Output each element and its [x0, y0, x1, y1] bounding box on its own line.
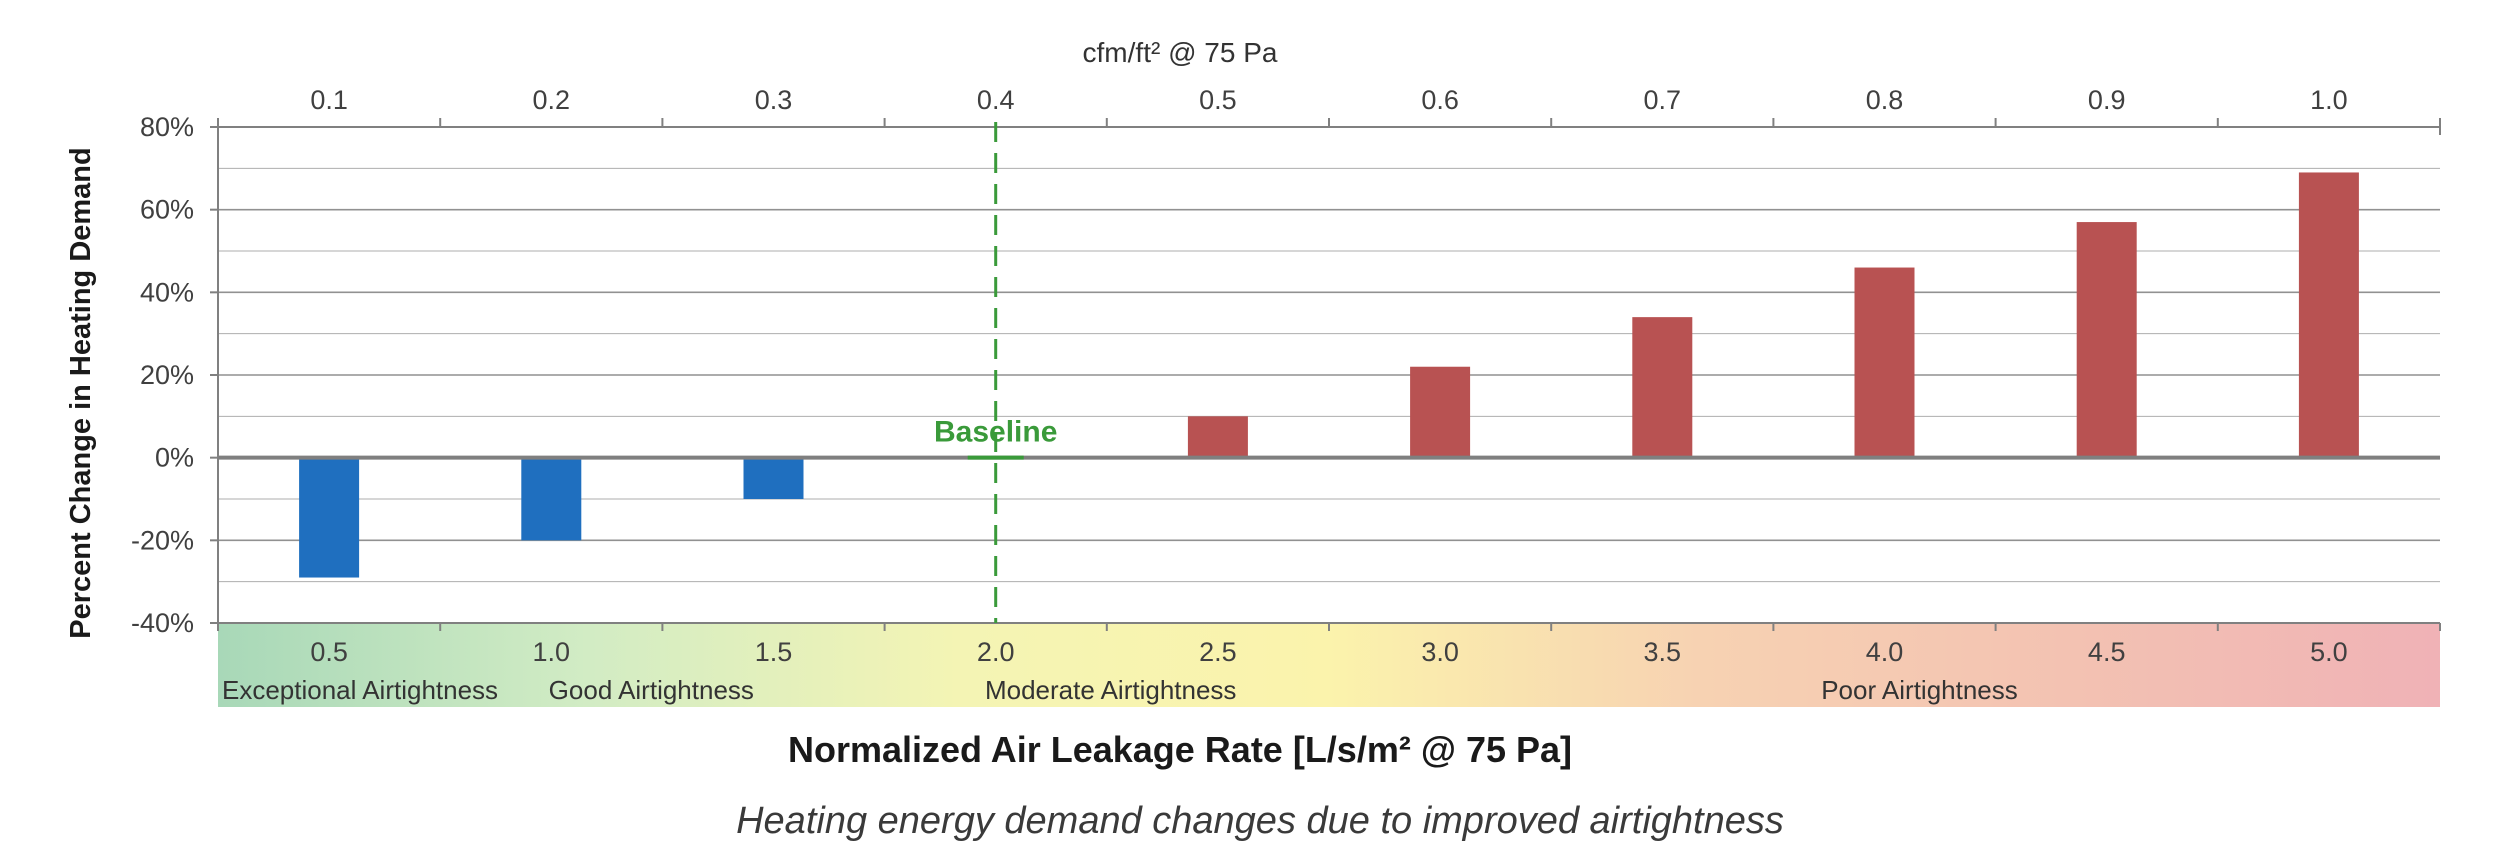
- x-tick-label: 4.5: [2088, 637, 2126, 667]
- top-tick-label: 0.7: [1644, 85, 1682, 115]
- gridlines: [218, 126, 2440, 624]
- x-tick-label: 0.5: [310, 637, 348, 667]
- airtightness-band-layer: [218, 623, 2440, 707]
- top-tick-label: 0.3: [755, 85, 793, 115]
- x-tick-label: 2.0: [977, 637, 1015, 667]
- y-axis-title: Percent Change in Heating Demand: [65, 147, 97, 639]
- y-tick-label: 60%: [140, 195, 194, 225]
- bar-4.5: [2076, 222, 2137, 458]
- bar-4.0: [1854, 267, 1915, 458]
- y-tick-label: 0%: [155, 443, 194, 473]
- x-tick-label: 2.5: [1199, 637, 1237, 667]
- top-tick-label: 0.8: [1866, 85, 1904, 115]
- x-tick-label: 1.0: [533, 637, 571, 667]
- band-label: Poor Airtightness: [1821, 675, 2018, 705]
- top-tick-label: 0.4: [977, 85, 1015, 115]
- x-tick-label: 3.5: [1644, 637, 1682, 667]
- band-label: Moderate Airtightness: [985, 675, 1236, 705]
- y-tick-label: 20%: [140, 360, 194, 390]
- bar-0.5: [299, 457, 360, 578]
- bar-3.0: [1410, 366, 1471, 458]
- band-label: Exceptional Airtightness: [222, 675, 498, 705]
- axes: [210, 118, 2441, 631]
- y-tick-label: -40%: [131, 608, 194, 638]
- top-tick-label: 0.9: [2088, 85, 2126, 115]
- bar-5.0: [2298, 172, 2359, 458]
- x-tick-label: 1.5: [755, 637, 793, 667]
- top-tick-label: 1.0: [2310, 85, 2348, 115]
- y-tick-label: -20%: [131, 525, 194, 555]
- x-axis-title: Normalized Air Leakage Rate [L/s/m² @ 75…: [788, 729, 1572, 770]
- airtightness-band: [218, 623, 2440, 707]
- y-tick-label: 80%: [140, 112, 194, 142]
- top-axis-title: cfm/ft² @ 75 Pa: [1083, 37, 1278, 68]
- top-tick-label: 0.2: [533, 85, 571, 115]
- top-tick-label: 0.1: [310, 85, 348, 115]
- bar-3.5: [1632, 317, 1693, 458]
- baseline-label: Baseline: [934, 416, 1057, 449]
- y-tick-label: 40%: [140, 277, 194, 307]
- x-tick-label: 3.0: [1421, 637, 1459, 667]
- x-tick-label: 5.0: [2310, 637, 2348, 667]
- bars: [299, 172, 2359, 578]
- labels: -40% -20% 0% 20% 40% 60% 80% 0.1 0.2 0.3 0.4 0.5 0.6…: [131, 85, 2348, 705]
- bar-2.5: [1187, 416, 1248, 458]
- top-tick-label: 0.6: [1421, 85, 1459, 115]
- band-label: Good Airtightness: [549, 675, 754, 705]
- bar-1.0: [521, 457, 582, 541]
- top-tick-label: 0.5: [1199, 85, 1237, 115]
- x-tick-label: 4.0: [1866, 637, 1904, 667]
- bar-1.5: [743, 457, 804, 499]
- chart-caption: Heating energy demand changes due to imp…: [736, 800, 1784, 842]
